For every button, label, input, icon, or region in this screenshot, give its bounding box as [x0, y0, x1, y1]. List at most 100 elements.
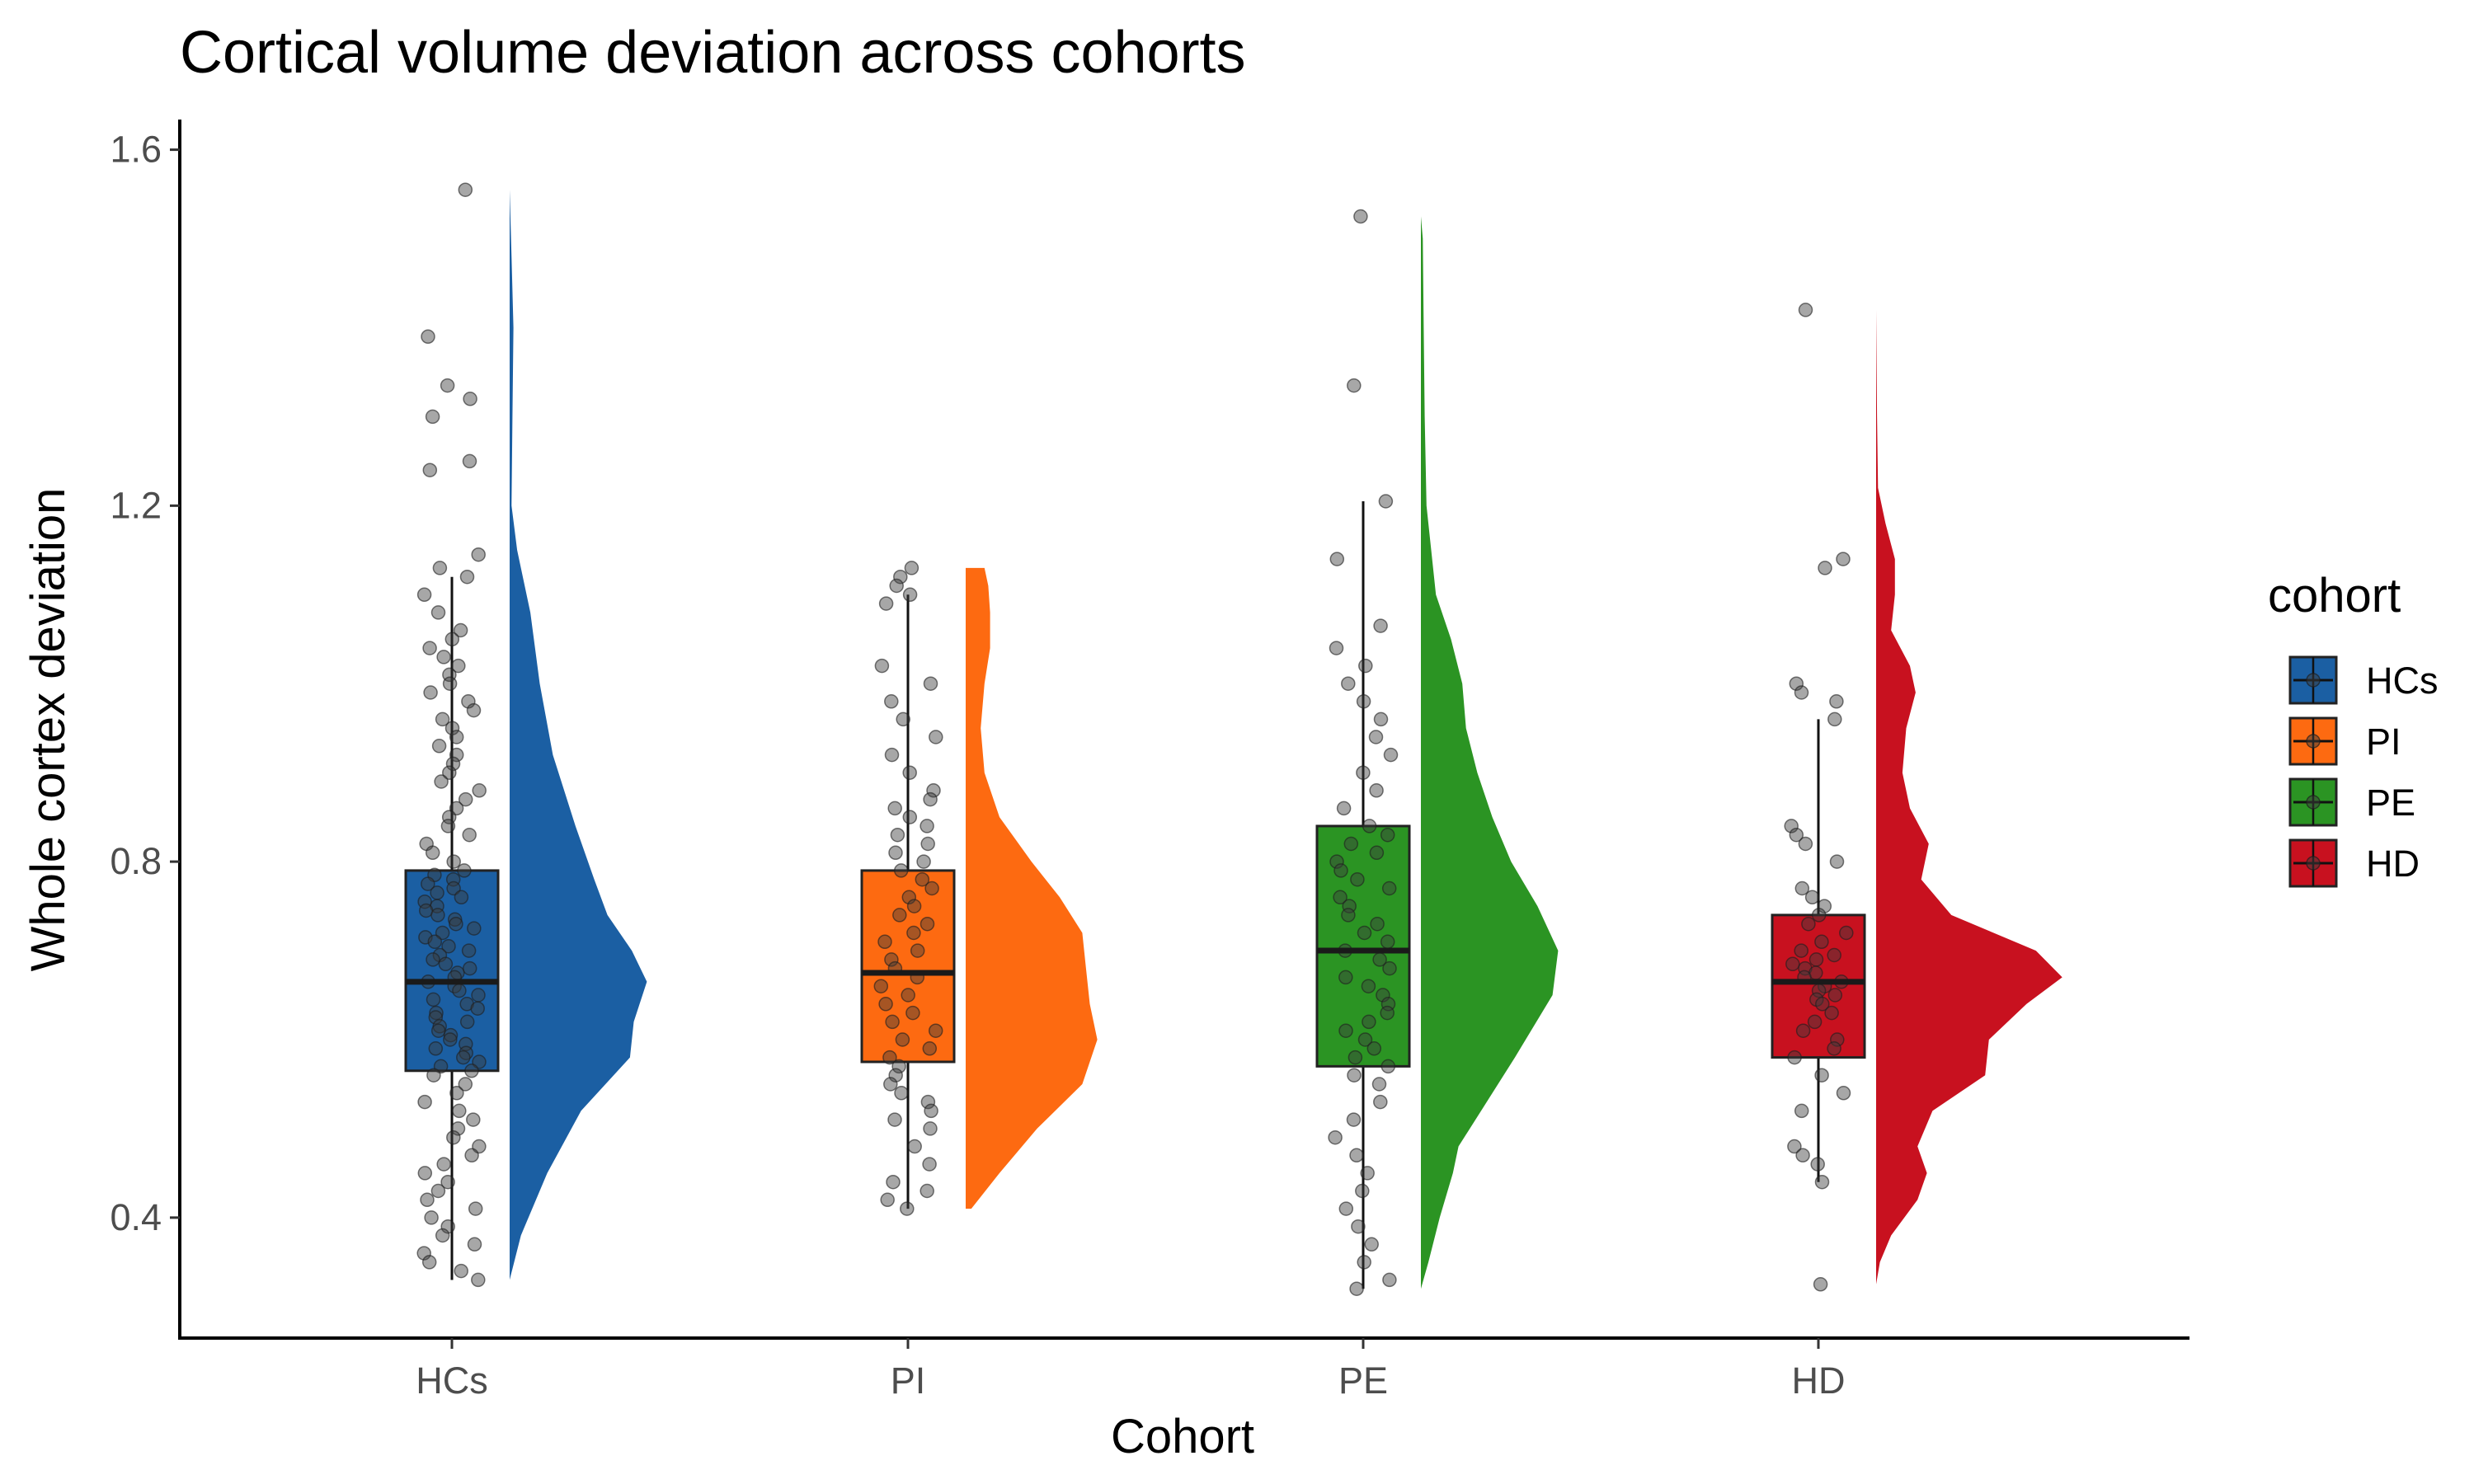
data-point	[1380, 1005, 1395, 1021]
data-point	[472, 783, 487, 798]
data-point	[1351, 1219, 1366, 1234]
data-point	[1810, 1157, 1825, 1172]
legend-label: PE	[2366, 782, 2415, 824]
data-point	[1333, 863, 1348, 878]
data-point	[1364, 1237, 1379, 1252]
hcs-density	[510, 190, 647, 1280]
data-point	[1341, 908, 1356, 923]
data-point	[1357, 1255, 1371, 1270]
data-point	[906, 925, 921, 941]
x-tick-label: HCs	[416, 1360, 488, 1402]
series-hcs	[404, 182, 647, 1288]
data-point	[887, 1112, 902, 1127]
data-point	[467, 921, 482, 936]
data-point	[1362, 819, 1377, 834]
data-point	[892, 908, 907, 923]
data-point	[1338, 970, 1353, 985]
data-point	[910, 943, 925, 958]
data-point	[1382, 960, 1397, 976]
legend-title: cohort	[2268, 569, 2401, 622]
legend-label: HD	[2366, 843, 2420, 885]
data-point	[874, 658, 890, 674]
data-point	[451, 658, 466, 674]
pi-box	[860, 869, 956, 1064]
legend-key-point	[2306, 673, 2321, 688]
data-point	[436, 1157, 451, 1172]
data-point	[467, 1237, 482, 1252]
data-point	[929, 730, 943, 744]
data-point	[464, 1148, 479, 1163]
data-point	[902, 810, 918, 824]
data-point	[904, 561, 920, 575]
y-axis-title: Whole cortex deviation	[21, 488, 75, 972]
pe-density	[1421, 216, 1559, 1289]
data-point	[1380, 827, 1395, 843]
data-point	[922, 1157, 937, 1172]
data-point	[1804, 890, 1820, 905]
x-axis-ticks: HCs PI PE HD	[416, 1338, 1846, 1402]
data-point	[1356, 694, 1371, 709]
data-point	[896, 711, 910, 727]
data-point	[416, 587, 432, 603]
data-point	[1813, 1277, 1828, 1292]
data-point	[1814, 1068, 1829, 1082]
data-point	[434, 774, 449, 789]
data-point	[902, 587, 918, 603]
data-point	[425, 409, 440, 425]
data-point	[1794, 685, 1809, 700]
data-point	[891, 1059, 906, 1074]
data-point	[1329, 641, 1344, 655]
data-point	[1333, 890, 1348, 905]
data-point	[464, 1064, 479, 1078]
legend: cohort HCs PI PE HD	[2268, 569, 2439, 888]
data-point	[428, 1010, 444, 1025]
data-point	[416, 1246, 431, 1261]
data-point	[1368, 730, 1384, 744]
data-point	[920, 916, 935, 932]
data-point	[1350, 871, 1365, 887]
data-point	[1347, 1068, 1362, 1082]
data-point	[902, 765, 917, 780]
data-point	[1807, 1014, 1823, 1030]
data-point	[1329, 552, 1345, 566]
data-point	[1814, 1174, 1830, 1190]
data-point	[432, 561, 448, 575]
chart-title: Cortical volume deviation across cohorts	[180, 20, 1246, 86]
y-axis-ticks: 0.4 0.8 1.2 1.6	[110, 129, 180, 1238]
data-point	[1785, 956, 1800, 972]
data-point	[1369, 845, 1385, 861]
data-point	[431, 739, 447, 754]
data-point	[901, 890, 917, 905]
data-point	[430, 885, 444, 900]
data-point	[905, 1005, 920, 1021]
data-point	[890, 827, 905, 843]
data-point	[878, 997, 893, 1012]
data-point	[458, 791, 473, 807]
data-point	[1370, 916, 1385, 932]
data-point	[470, 1001, 485, 1016]
data-point	[923, 676, 938, 691]
data-point	[440, 819, 456, 834]
data-point	[438, 956, 454, 972]
data-point	[884, 694, 899, 709]
data-point	[1811, 908, 1827, 923]
data-point	[420, 1192, 435, 1208]
data-point	[462, 453, 477, 469]
data-point	[887, 801, 902, 816]
data-point	[884, 747, 900, 763]
data-point	[453, 622, 468, 638]
data-point	[1794, 943, 1808, 958]
data-point	[421, 329, 435, 345]
series-pi	[860, 561, 1098, 1216]
data-point	[1382, 1272, 1397, 1288]
plot-area	[404, 182, 2062, 1296]
data-point	[454, 1263, 468, 1279]
pi-density	[966, 567, 1098, 1209]
data-point	[423, 685, 438, 700]
data-point	[1818, 561, 1832, 575]
data-point	[894, 1086, 909, 1101]
data-point	[441, 938, 456, 954]
data-point	[471, 1272, 486, 1288]
data-point	[923, 791, 938, 807]
